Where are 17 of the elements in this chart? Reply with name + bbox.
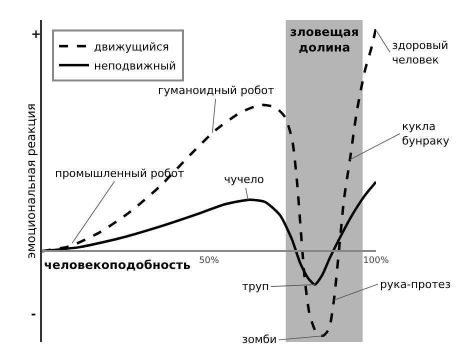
- annotation: здоровый человек: [392, 39, 448, 66]
- band-label: зловещая долина: [290, 25, 359, 55]
- x-tick-label: 50%: [198, 256, 220, 266]
- annotation: гуманоидный робот: [158, 84, 275, 97]
- annotation: кукла бунраку: [402, 120, 450, 148]
- text: +: [31, 27, 42, 41]
- legend-label: неподвижный: [94, 59, 176, 72]
- annotation: труп: [242, 280, 270, 293]
- x-axis-title: человекоподобность: [44, 258, 191, 272]
- annotation: промышленный робот: [55, 167, 185, 180]
- annotation: рука-протез: [380, 278, 451, 291]
- text: -: [31, 307, 36, 321]
- y-axis-title: эмоциональная реакция: [24, 103, 38, 259]
- annotation: зомби: [242, 333, 277, 346]
- annotation: чучело: [224, 173, 264, 186]
- legend-label: движущийся: [94, 40, 170, 54]
- x-tick-label: 100%: [363, 256, 390, 266]
